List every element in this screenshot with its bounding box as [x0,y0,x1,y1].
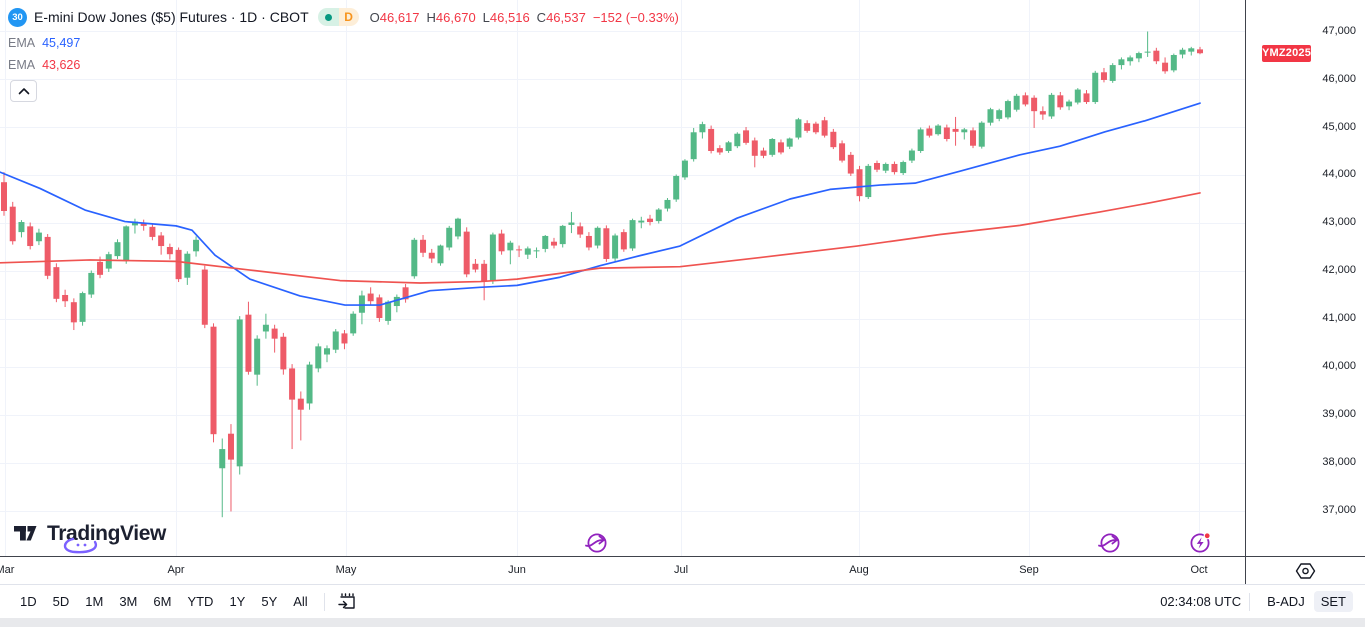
contract-rollover-icon[interactable] [1098,533,1120,553]
price-axis-label: 46,000 [1322,72,1356,85]
interval-badge: D [338,8,359,26]
toolbar-right-group: 02:34:08 UTC B-ADJ SET [1160,591,1353,612]
adjustment-toggle-set[interactable]: SET [1313,591,1353,612]
chevron-up-icon [18,88,29,95]
time-axis-label: Aug [849,564,869,576]
news-flash-icon[interactable] [1190,532,1211,553]
ema-fast-line [0,102,1201,306]
range-button-ytd[interactable]: YTD [180,591,220,612]
toolbar-divider [323,592,325,611]
time-axis-label: May [335,564,357,576]
ohlc-values: O46,617 H46,670 L46,516 C46,537 −152 (−0… [370,10,679,25]
candlestick-series [1,31,1203,518]
window-bottom-strip [0,618,1365,627]
ema-slow-legend: EMA 43,626 [8,58,679,72]
range-button-5y[interactable]: 5Y [254,591,284,612]
market-open-status-icon [317,8,339,26]
price-axis-label: 38,000 [1322,456,1356,469]
time-axis-label: Jul [673,564,689,576]
chart-legend: 30 E-mini Dow Jones ($5) Futures · 1D · … [8,6,679,72]
watermark-brand-text: TradingView [47,522,166,545]
low-label: L [482,9,490,25]
range-button-1m[interactable]: 1M [78,591,110,612]
low-value: 46,516 [489,9,530,25]
ema-slow-label: EMA [8,58,36,72]
ema-fast-legend: EMA 45,497 [8,36,679,50]
time-axis-label: Apr [167,564,185,576]
price-scale-settings-icon [1295,563,1316,579]
tradingview-logo[interactable]: TradingView [13,520,166,554]
calendar-arrow-icon [338,593,355,609]
price-scale-settings-button[interactable] [1293,560,1318,582]
purple-doodle-icon [63,537,98,554]
clock-display[interactable]: 02:34:08 UTC [1160,594,1242,609]
price-axis-label: 47,000 [1322,24,1356,37]
market-status-interval-badge[interactable]: D [317,8,359,26]
range-button-3m[interactable]: 3M [112,591,144,612]
go-to-date-button[interactable] [333,589,362,614]
price-axis-label: 42,000 [1322,264,1356,277]
ema-slow-line [0,192,1201,284]
time-axis[interactable]: Mar Apr May Jun Jul Aug Sep Oct [0,556,1245,584]
open-label: O [369,9,380,25]
chart-pane[interactable]: TradingView 30 E-mini Dow Jones ($5) Fut… [0,0,1245,556]
candlestick-chart[interactable] [0,0,1245,556]
price-axis-label: 44,000 [1322,168,1356,181]
high-label: H [426,9,436,25]
range-button-1y[interactable]: 1Y [222,591,252,612]
range-button-1d[interactable]: 1D [13,591,44,612]
bottom-toolbar: 1D 5D 1M 3M 6M YTD 1Y 5Y All 02:34:08 UTC B-ADJ S… [0,584,1365,618]
high-value: 46,670 [435,9,476,25]
collapse-legend-button[interactable] [10,80,37,102]
last-price-contract-label: YMZ2025 [1262,44,1311,62]
close-label: C [536,9,547,25]
adjustment-toggle-b-adj[interactable]: B-ADJ [1260,591,1312,612]
ema-fast-value: 45,497 [42,36,81,50]
gridlines [0,0,1245,556]
ema-fast-label: EMA [8,36,36,50]
price-axis-label: 37,000 [1322,504,1356,517]
price-axis-label: 40,000 [1322,360,1356,373]
price-axis-label: 39,000 [1322,408,1356,421]
date-range-group: 1D 5D 1M 3M 6M YTD 1Y 5Y All [12,589,362,614]
price-axis-label: 43,000 [1322,216,1356,229]
price-axis-label: 41,000 [1322,312,1356,325]
time-axis-label: Mar [0,564,15,576]
open-value: 46,617 [379,9,420,25]
ema-slow-value: 43,626 [42,58,81,72]
axis-corner [1246,556,1365,585]
price-axis[interactable]: 37,000 38,000 39,000 40,000 41,000 42,000 43,0… [1245,0,1365,584]
price-axis-label: 45,000 [1322,120,1356,133]
time-axis-label: Oct [1190,564,1208,576]
contract-rollover-icon[interactable] [585,533,607,553]
toolbar-divider [1249,592,1251,611]
symbol-title[interactable]: E-mini Dow Jones ($5) Futures · 1D · CBO… [34,9,309,25]
range-button-5d[interactable]: 5D [46,591,77,612]
range-button-all[interactable]: All [286,591,314,612]
range-button-6m[interactable]: 6M [146,591,178,612]
close-value: 46,537 [546,9,586,25]
change-value: −152 (−0.33%) [592,9,679,25]
time-axis-label: Sep [1019,564,1039,576]
symbol-logo: 30 [8,7,27,27]
tradingview-logo-mark [14,526,37,541]
time-axis-label: Jun [508,564,526,576]
